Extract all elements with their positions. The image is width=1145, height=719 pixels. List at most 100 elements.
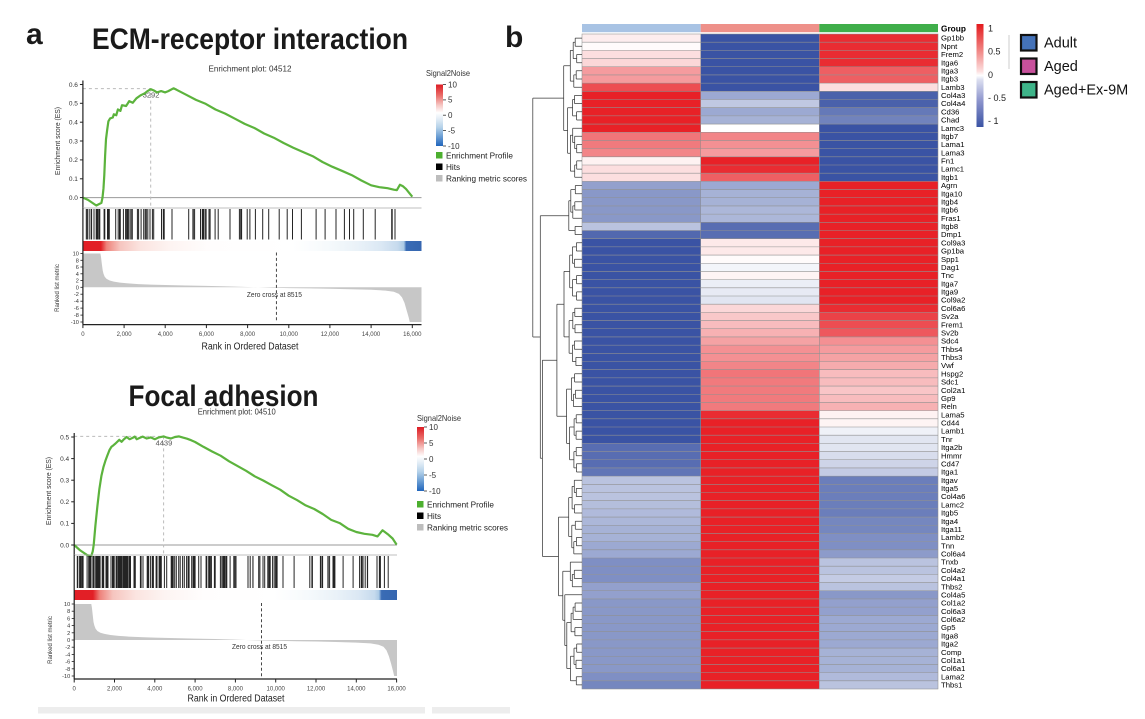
svg-text:10,000: 10,000 (280, 332, 299, 338)
svg-text:Reln: Reln (941, 402, 957, 411)
svg-text:-8: -8 (74, 313, 79, 319)
svg-text:Col4a2: Col4a2 (941, 566, 965, 575)
svg-text:Itgb8: Itgb8 (941, 222, 958, 231)
svg-text:Col4a1: Col4a1 (941, 574, 965, 583)
svg-text:Col4a5: Col4a5 (941, 590, 965, 599)
svg-text:0: 0 (81, 332, 85, 338)
svg-text:12,000: 12,000 (307, 687, 326, 693)
svg-text:Spp1: Spp1 (941, 255, 959, 264)
svg-text:Enrichment Profile: Enrichment Profile (427, 501, 494, 510)
svg-text:4,000: 4,000 (147, 687, 163, 693)
svg-text:Thbs3: Thbs3 (941, 353, 962, 362)
svg-text:Frem1: Frem1 (941, 320, 963, 329)
svg-text:16,000: 16,000 (403, 332, 422, 338)
svg-text:6,000: 6,000 (188, 687, 204, 693)
svg-text:2: 2 (76, 279, 79, 285)
svg-text:ECM-receptor interaction: ECM-receptor interaction (92, 23, 408, 56)
svg-text:Signal2Noise: Signal2Noise (426, 69, 470, 78)
svg-text:Rank in Ordered Dataset: Rank in Ordered Dataset (202, 342, 299, 353)
svg-text:4: 4 (76, 272, 79, 278)
svg-text:Itga4: Itga4 (941, 517, 959, 526)
svg-text:-5: -5 (429, 471, 437, 480)
svg-text:Npnt: Npnt (941, 42, 958, 51)
svg-text:2: 2 (67, 631, 70, 637)
svg-text:Comp: Comp (941, 648, 962, 657)
svg-text:Dag1: Dag1 (941, 263, 959, 272)
svg-text:Ranking metric scores: Ranking metric scores (427, 524, 508, 533)
svg-text:Gp9: Gp9 (941, 394, 956, 403)
svg-text:Col4a4: Col4a4 (941, 99, 966, 108)
svg-text:0.0: 0.0 (60, 542, 69, 549)
svg-text:5: 5 (429, 439, 434, 448)
svg-text:4: 4 (67, 624, 70, 630)
svg-text:-2: -2 (74, 292, 79, 298)
svg-text:0.1: 0.1 (69, 176, 78, 183)
svg-text:14,000: 14,000 (347, 687, 366, 693)
svg-text:Enrichment Profile: Enrichment Profile (446, 152, 513, 161)
svg-text:Itga8: Itga8 (941, 631, 958, 640)
svg-text:1: 1 (988, 24, 993, 34)
svg-text:Adult: Adult (1044, 36, 1077, 52)
svg-text:Ranked list metric: Ranked list metric (55, 264, 61, 312)
svg-text:Thbs4: Thbs4 (941, 345, 963, 354)
svg-text:0: 0 (73, 687, 77, 693)
svg-text:14,000: 14,000 (362, 332, 381, 338)
svg-text:Itgb6: Itgb6 (941, 206, 958, 215)
svg-text:Chad: Chad (941, 116, 959, 125)
svg-text:Hspg2: Hspg2 (941, 369, 963, 378)
svg-text:-10: -10 (429, 487, 441, 496)
svg-text:Itgb5: Itgb5 (941, 509, 958, 518)
svg-text:10: 10 (64, 602, 70, 608)
svg-text:10,000: 10,000 (267, 687, 286, 693)
svg-text:0.1: 0.1 (60, 521, 69, 528)
svg-text:0.2: 0.2 (60, 499, 69, 506)
svg-text:0.5: 0.5 (60, 434, 69, 441)
svg-text:Lamb1: Lamb1 (941, 427, 965, 436)
svg-text:0: 0 (448, 111, 453, 120)
svg-text:Lamb2: Lamb2 (941, 533, 965, 542)
svg-text:Col1a2: Col1a2 (941, 599, 965, 608)
svg-text:Itga11: Itga11 (941, 525, 962, 534)
svg-text:Enrichment plot: 04512: Enrichment plot: 04512 (209, 64, 292, 74)
svg-text:6,000: 6,000 (199, 332, 215, 338)
svg-text:-4: -4 (65, 652, 70, 658)
svg-text:6: 6 (67, 616, 70, 622)
svg-text:Aged: Aged (1044, 59, 1078, 75)
svg-text:Zero cross at 8515: Zero cross at 8515 (247, 290, 302, 299)
svg-text:Itgb1: Itgb1 (941, 173, 958, 182)
svg-text:Gp1ba: Gp1ba (941, 247, 965, 256)
svg-text:Itgb7: Itgb7 (941, 132, 958, 141)
svg-text:-6: -6 (65, 660, 70, 666)
svg-text:16,000: 16,000 (387, 687, 406, 693)
svg-text:10: 10 (448, 80, 457, 89)
svg-text:4,000: 4,000 (158, 332, 174, 338)
svg-text:Enrichment plot: 04510: Enrichment plot: 04510 (198, 407, 276, 417)
svg-text:8: 8 (67, 609, 70, 615)
svg-text:0.5: 0.5 (69, 101, 78, 108)
svg-text:0: 0 (988, 70, 993, 80)
svg-text:Sdc4: Sdc4 (941, 337, 959, 346)
svg-text:Vwf: Vwf (941, 361, 955, 370)
svg-text:Aged+Ex-9M: Aged+Ex-9M (1044, 83, 1128, 99)
svg-text:- 0.5: - 0.5 (988, 93, 1006, 103)
svg-text:Lamc3: Lamc3 (941, 124, 964, 133)
svg-text:0.3: 0.3 (60, 478, 69, 485)
svg-text:Cd47: Cd47 (941, 459, 959, 468)
svg-text:Tnr: Tnr (941, 435, 953, 444)
svg-text:2,000: 2,000 (107, 687, 123, 693)
svg-text:Itgb3: Itgb3 (941, 75, 958, 84)
svg-text:Tnc: Tnc (941, 271, 954, 280)
svg-text:Col6a1: Col6a1 (941, 664, 965, 673)
svg-text:-4: -4 (74, 299, 79, 305)
svg-text:8: 8 (76, 258, 79, 264)
svg-text:Col2a1: Col2a1 (941, 386, 965, 395)
svg-text:0.4: 0.4 (60, 456, 69, 463)
svg-text:10: 10 (429, 423, 438, 432)
svg-text:Tnn: Tnn (941, 541, 954, 550)
svg-text:Thbs2: Thbs2 (941, 582, 962, 591)
svg-text:Col6a2: Col6a2 (941, 615, 965, 624)
svg-text:-5: -5 (448, 126, 456, 135)
svg-text:- 1: - 1 (988, 116, 999, 126)
svg-text:8,000: 8,000 (228, 687, 244, 693)
svg-text:Fn1: Fn1 (941, 157, 954, 166)
